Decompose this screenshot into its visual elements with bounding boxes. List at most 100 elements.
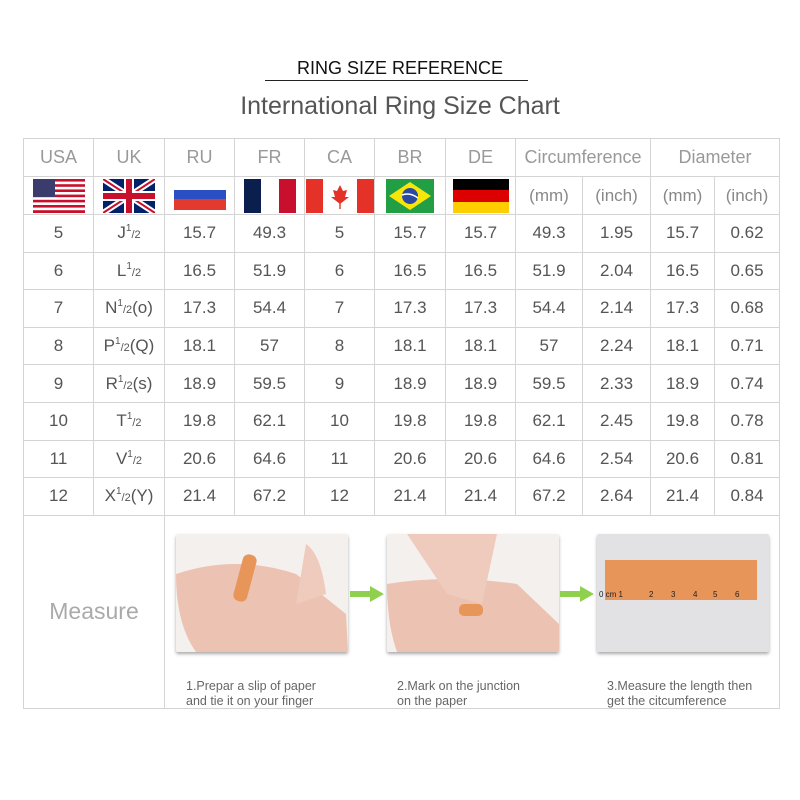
col-br: BR — [374, 138, 446, 177]
arrow-right-icon — [350, 585, 384, 602]
uk-flag-icon — [103, 178, 155, 213]
cell-dia-inch: 0.62 — [714, 214, 781, 253]
cell-dia-inch: 0.84 — [714, 477, 781, 516]
cell-circ-inch: 1.95 — [581, 214, 652, 253]
cell-fr: 59.5 — [234, 364, 305, 403]
uk-alt: (o) — [132, 298, 153, 318]
cell-circ-mm: 57 — [515, 326, 583, 366]
col-circumference: Circumference — [514, 138, 652, 177]
table-row: 8 P1/2(Q) 18.1 57 8 18.1 18.1 57 2.24 18.1 0.71 — [23, 326, 781, 366]
measure-label: Measure — [49, 598, 139, 625]
uk-half-num: 1 — [115, 486, 122, 498]
russia-flag-cell — [164, 176, 235, 215]
cell-usa: 7 — [23, 289, 94, 328]
cell-ca: 8 — [304, 326, 375, 366]
ruler-label: 6 — [735, 590, 740, 599]
cell-ca: 11 — [304, 439, 375, 479]
uk-half-num: 1 — [115, 336, 121, 348]
uk-half-den: /2 — [122, 304, 133, 317]
cell-circ-inch: 2.33 — [581, 364, 652, 403]
cell-ca: 12 — [304, 477, 375, 516]
circumference-mm-unit: (mm) — [515, 176, 583, 215]
cell-uk: X1/2(Y) — [93, 477, 165, 516]
cell-de: 15.7 — [445, 214, 516, 253]
cell-fr: 62.1 — [234, 401, 305, 441]
russia-flag-icon — [173, 183, 226, 210]
cell-uk: R1/2(s) — [93, 364, 165, 403]
uk-letter: N — [105, 298, 118, 318]
cell-circ-inch: 2.04 — [581, 251, 652, 291]
col-usa: USA — [23, 138, 94, 177]
cell-ca: 10 — [304, 401, 375, 441]
cell-fr: 54.4 — [234, 289, 305, 328]
cell-ca: 5 — [304, 214, 375, 253]
cell-dia-inch: 0.71 — [714, 326, 781, 366]
cell-br: 18.9 — [374, 364, 446, 403]
measure-steps: 1.Prepar a slip of paper and tie it on yo… — [163, 514, 781, 709]
cell-de: 20.6 — [445, 439, 516, 479]
france-flag-cell — [234, 176, 305, 215]
uk-letter: L — [116, 260, 127, 280]
cell-ru: 20.6 — [164, 439, 235, 479]
cell-uk: P1/2(Q) — [93, 326, 165, 366]
uk-letter: X — [104, 486, 116, 506]
uk-letter: T — [116, 411, 127, 431]
ruler-label: 5 — [713, 590, 718, 599]
cell-ca: 9 — [304, 364, 375, 403]
cell-circ-inch: 2.64 — [581, 477, 652, 516]
canada-flag-icon — [305, 178, 374, 213]
cell-de: 21.4 — [445, 477, 516, 516]
uk-half-den: /2 — [131, 266, 142, 279]
uk-letter: R — [105, 373, 118, 393]
heading: RING SIZE REFERENCE — [296, 58, 504, 78]
cell-usa: 12 — [23, 477, 94, 516]
cell-br: 20.6 — [374, 439, 446, 479]
cell-circ-mm: 62.1 — [515, 401, 583, 441]
cell-de: 16.5 — [445, 251, 516, 291]
step-1-caption-line1: 1.Prepar a slip of paper — [186, 678, 316, 693]
table-row: 12 X1/2(Y) 21.4 67.2 12 21.4 21.4 67.2 2.64 21.4 0… — [23, 477, 781, 516]
cell-circ-mm: 59.5 — [515, 364, 583, 403]
uk-flag-cell — [93, 176, 165, 215]
col-ca: CA — [304, 138, 375, 177]
circumference-inch-unit: (inch) — [581, 176, 652, 215]
uk-half-den: /2 — [123, 379, 133, 392]
cell-de: 17.3 — [445, 289, 516, 328]
uk-half-num: 1 — [126, 260, 132, 272]
cell-circ-mm: 51.9 — [515, 251, 583, 291]
uk-half-den: /2 — [132, 417, 142, 430]
step-1-caption-line2: and tie it on your finger — [186, 693, 314, 708]
step-1: 1.Prepar a slip of paper and tie it on yo… — [176, 533, 348, 709]
uk-alt: (Q) — [129, 336, 155, 356]
step-2-caption-line1: 2.Mark on the junction — [397, 678, 520, 693]
uk-half-den: /2 — [121, 492, 131, 505]
cell-circ-mm: 54.4 — [515, 289, 583, 328]
cell-uk: T1/2 — [93, 401, 165, 441]
uk-half-num: 1 — [117, 298, 123, 310]
cell-fr: 67.2 — [234, 477, 305, 516]
ruler-label: 4 — [693, 590, 698, 599]
cell-usa: 5 — [23, 214, 94, 253]
measure-label-cell: Measure — [23, 514, 165, 709]
france-flag-icon — [243, 178, 296, 213]
cell-uk: V1/2 — [93, 439, 165, 479]
diameter-mm-unit: (mm) — [650, 176, 716, 215]
uk-half-num: 1 — [127, 448, 133, 460]
cell-usa: 8 — [23, 326, 94, 366]
cell-dia-mm: 19.8 — [650, 401, 716, 441]
col-diameter: Diameter — [650, 138, 781, 177]
uk-half-num: 1 — [126, 411, 133, 423]
cell-dia-mm: 15.7 — [650, 214, 716, 253]
cell-ru: 19.8 — [164, 401, 235, 441]
cell-br: 16.5 — [374, 251, 446, 291]
cell-dia-inch: 0.81 — [714, 439, 781, 479]
cell-dia-mm: 16.5 — [650, 251, 716, 291]
cell-usa: 11 — [23, 439, 94, 479]
table-row: 10 T1/2 19.8 62.1 10 19.8 19.8 62.1 2.45 19.8 0.78 — [23, 401, 781, 441]
cell-fr: 49.3 — [234, 214, 305, 253]
marking-paper-photo — [387, 533, 559, 652]
step-3-caption-line1: 3.Measure the length then — [607, 678, 753, 693]
cell-dia-inch: 0.78 — [714, 401, 781, 441]
cell-circ-inch: 2.45 — [581, 401, 652, 441]
